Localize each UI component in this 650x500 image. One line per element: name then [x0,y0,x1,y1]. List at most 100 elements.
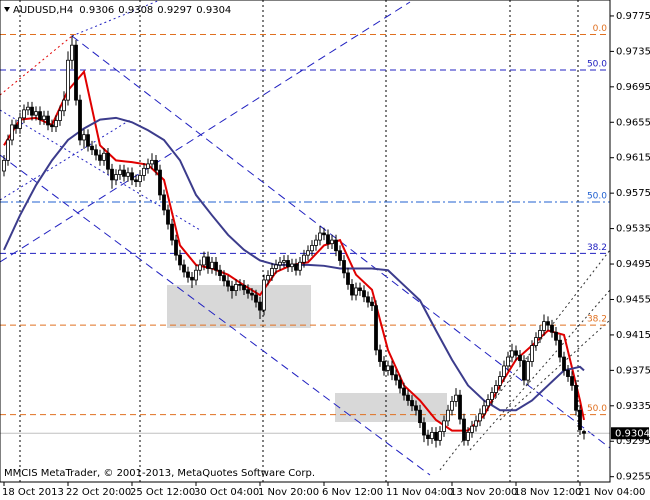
x-tick-label: 30 Oct 04:00 [194,487,259,498]
candle-body [354,287,358,296]
candle-body [174,239,178,256]
drawings [0,0,611,482]
candle-body [398,379,402,389]
candle-body [126,172,130,177]
candle-body [162,194,166,211]
channel-line [0,154,431,476]
candle-body [350,284,354,296]
candle-body [210,261,214,269]
candle-body [18,117,22,129]
candle-body [386,365,390,371]
channels [0,0,201,231]
y-tick-label: 0.9615 [616,153,650,164]
symbol: AUDUSD,H4 [13,5,73,16]
candle-body [298,261,302,271]
candle-body [54,120,58,128]
candle-body [454,394,458,402]
candle-body [394,374,398,381]
candle-body [418,409,422,424]
header: AUDUSD,H4 0.9306 0.9308 0.9297 0.9304 [13,5,231,16]
channel-line [0,109,201,231]
candle-body [442,420,446,432]
x-tick-label: 11 Nov 04:00 [386,487,453,498]
price-box-label: 0.9304 [615,428,650,439]
candle-body [446,409,450,422]
candle-body [278,261,282,266]
x-tick-label: 13 Nov 20:00 [450,487,517,498]
candle-body [490,392,494,400]
candle-body [518,354,522,362]
y-tick-label: 0.9575 [616,188,650,199]
candle-body [474,420,478,427]
candle-body [406,394,410,401]
candle-body [506,356,510,367]
candle-body [390,365,394,376]
zone [335,393,447,422]
candle-body [302,254,306,263]
open: 0.9306 [79,5,114,16]
y-tick-label: 0.9255 [616,472,650,483]
candle-body [70,44,74,61]
candle-body [478,413,482,422]
channel-line [0,119,131,201]
candle-body [374,305,378,351]
high: 0.9308 [118,5,153,16]
candle-body [546,321,550,326]
candle-body [158,169,162,196]
candle-body [34,111,38,116]
candle-body [234,284,238,292]
candle-body [262,279,266,311]
candle-body [38,111,42,121]
y-tick-label: 0.9375 [616,365,650,376]
level-label: 50.0 [587,192,607,202]
candle-body [426,434,430,439]
candle-body [342,260,346,274]
candle-body [438,431,442,441]
candle-body [218,269,222,276]
candle-body [422,422,426,436]
candle-body [178,254,182,266]
x-tick-label: 25 Oct 12:00 [130,487,195,498]
candle-body [22,109,26,119]
y-tick-label: 0.9295 [616,436,650,447]
candle-body [382,361,386,371]
candle-body [430,431,434,439]
candle-body [198,264,202,271]
candle-body [78,99,82,141]
candle-body [258,301,262,311]
level-label: 50.0 [587,404,607,414]
y-tick-label: 0.9335 [616,401,650,412]
candle-body [326,234,330,245]
candle-body [450,400,454,411]
candle-body [146,163,150,169]
candle-body [322,232,326,236]
candle-body [122,169,126,177]
candle-body [238,284,242,286]
candle-body [50,124,54,128]
candle-body [94,149,98,156]
x-tick-label: 6 Nov 12:00 [322,487,383,498]
candle-body [378,349,382,362]
candle-body [186,271,190,278]
low: 0.9297 [157,5,192,16]
x-tick-label: 22 Oct 20:00 [66,487,131,498]
candle-body [46,115,50,126]
candle-body [270,268,274,276]
x-tick-label: 1 Nov 20:00 [258,487,319,498]
level-label: 38.2 [587,315,607,325]
candle-body [366,296,370,303]
candle-body [118,169,122,175]
candle-body [134,179,138,183]
candle-body [370,301,374,307]
level-label: 50.0 [587,59,607,69]
candle-body [346,272,350,285]
channel-line [469,289,611,451]
candle-body [574,385,578,411]
candle-body [538,330,542,338]
x-tick-label: 21 Nov 04:00 [578,487,645,498]
candle-body [414,405,418,411]
candle-body [266,275,270,281]
